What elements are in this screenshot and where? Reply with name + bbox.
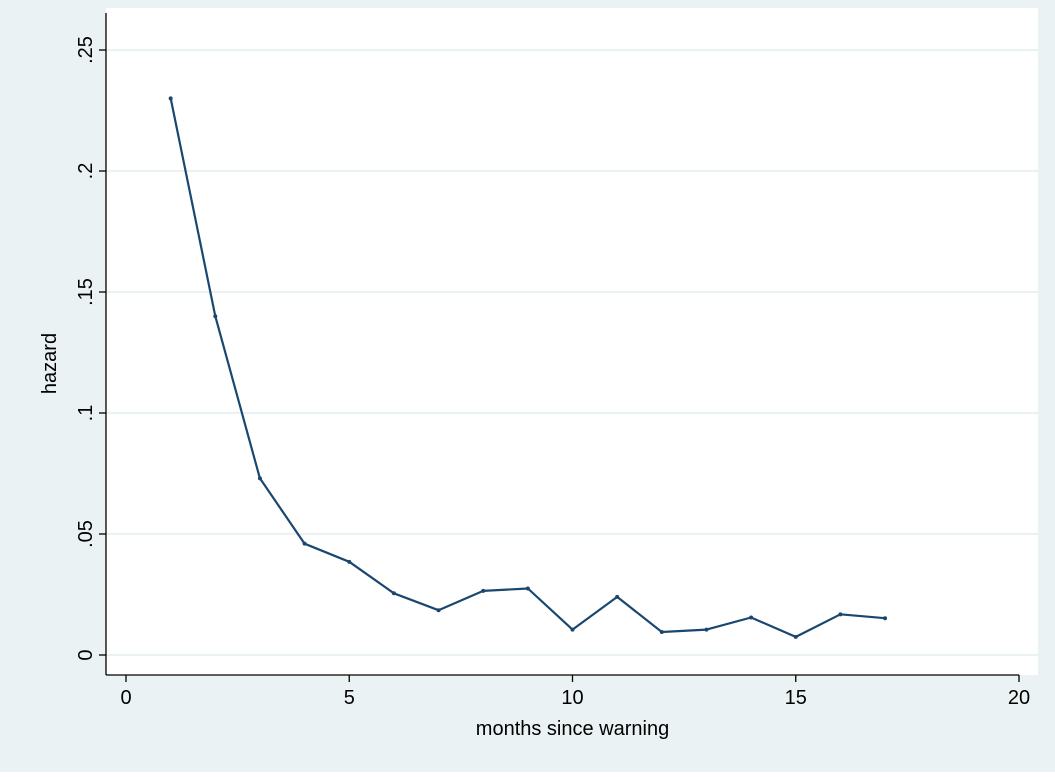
data-point [570,627,575,632]
y-tick-label: .05 [75,520,97,548]
data-point [436,608,441,613]
data-point [838,612,843,617]
data-point [793,634,798,639]
series [168,96,888,639]
data-point [704,627,709,632]
data-point [481,588,486,593]
y-tick-label: .25 [75,36,97,64]
y-tick-label: .2 [75,163,97,180]
plot-area [106,8,1038,675]
x-tick-label: 20 [1008,687,1030,709]
data-point [257,476,262,481]
x-tick-label: 15 [785,687,807,709]
axes: 0 .05 .1 .15 .2 .25 0 5 10 15 20 [75,13,1030,709]
y-tick-label: .15 [75,278,97,306]
data-point [749,615,754,620]
data-point [168,96,173,101]
data-point [659,630,664,635]
x-tick-label: 5 [344,687,355,709]
data-point [883,616,888,621]
y-axis-label: hazard [39,333,61,394]
x-tick-label: 0 [120,687,131,709]
data-point [347,559,352,564]
data-point [302,541,307,546]
data-point [391,591,396,596]
data-point [525,586,530,591]
data-point [615,594,620,599]
x-axis-label: months since warning [476,718,669,740]
y-tick-label: 0 [75,649,97,660]
x-tick-label: 10 [561,687,583,709]
data-point [213,314,218,319]
grid-lines [106,49,1038,656]
y-tick-label: .1 [75,405,97,422]
